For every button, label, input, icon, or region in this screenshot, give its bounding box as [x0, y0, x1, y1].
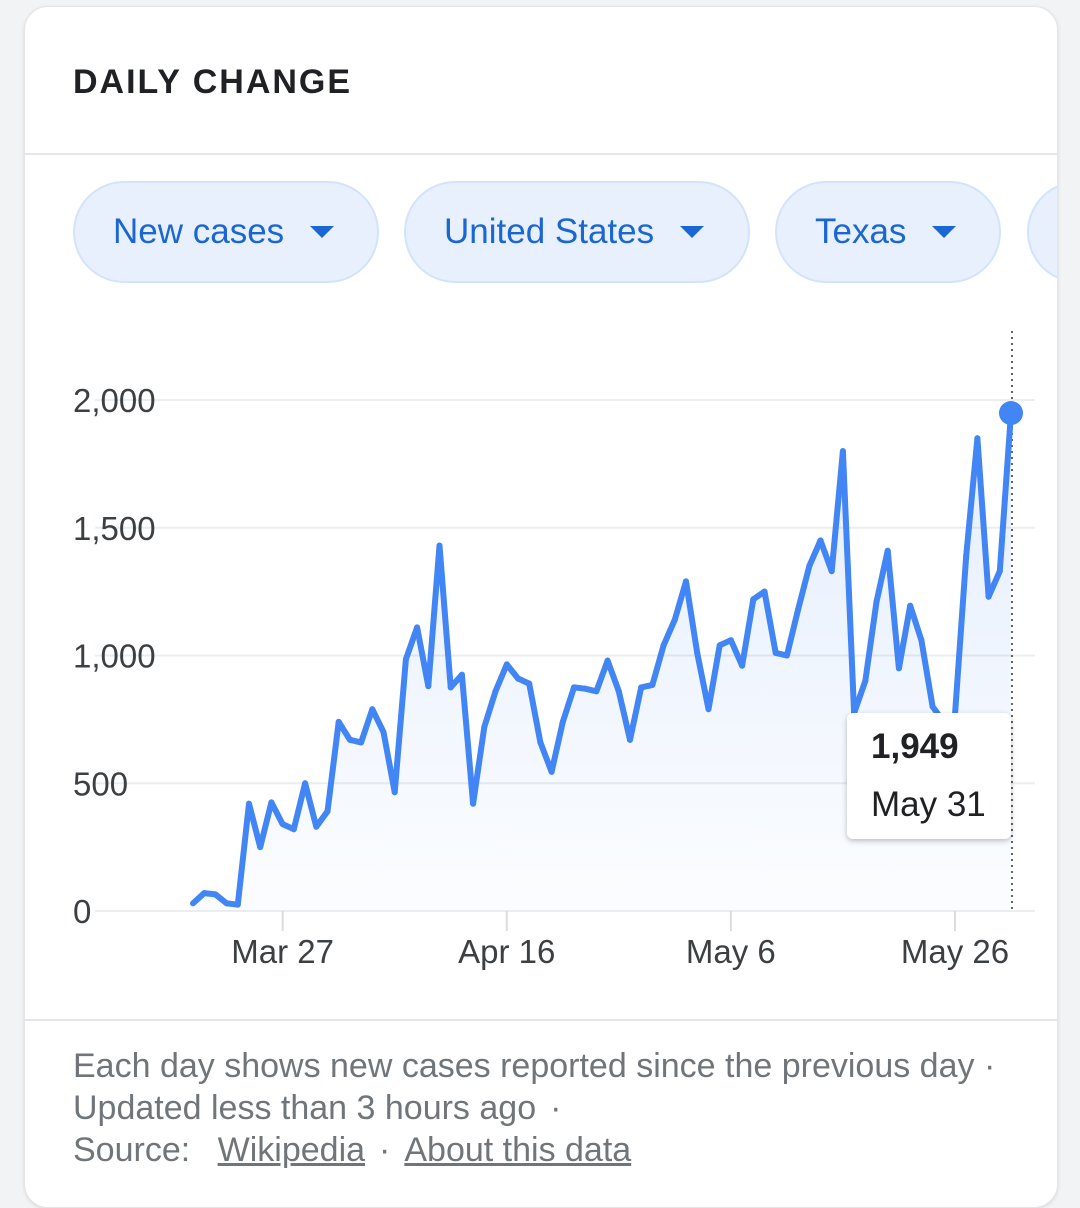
y-tick-label: 1,000 [73, 638, 156, 675]
region-filter-chip[interactable]: Texas [775, 181, 1001, 283]
series-line-segment [694, 649, 712, 713]
chart-area: 0 500 1,000 1,500 2,000 Mar 27 Apr 16 May 6 May … [25, 307, 1057, 1007]
series-line-segment [627, 684, 645, 743]
series-line-segment [425, 542, 443, 690]
series-line-segment [963, 435, 981, 559]
y-tick-label: 1,500 [73, 510, 156, 547]
series-line-segment [974, 435, 992, 600]
series-line-segment [884, 547, 902, 672]
series-line-segment [761, 588, 779, 656]
series-line-segment [907, 602, 925, 644]
series-line-segment [806, 537, 824, 570]
series-line-segment [503, 661, 521, 682]
daily-change-chart[interactable]: 0 500 1,000 1,500 2,000 Mar 27 Apr 16 May 6 May … [25, 307, 1057, 1007]
series-line-segment [290, 780, 309, 833]
series-line-segment [862, 598, 880, 684]
series-line-segment [246, 800, 264, 851]
daily-change-card: DAILY CHANGE New cases United States Tex… [24, 6, 1058, 1208]
series-line-segment [481, 688, 499, 730]
series-line-segment [234, 800, 252, 908]
series-line-segment [313, 808, 331, 830]
wikipedia-link[interactable]: Wikipedia [217, 1131, 366, 1169]
y-tick-label: 500 [73, 765, 128, 802]
separator-dot: · [550, 1089, 562, 1127]
country-filter-chip[interactable]: United States [404, 181, 750, 283]
header-divider [25, 153, 1057, 155]
series-line-segment [391, 656, 409, 796]
series-line-segment [324, 718, 342, 815]
series-line-segment [895, 602, 914, 672]
y-tick-label: 2,000 [73, 382, 156, 419]
series-line-segment [257, 799, 275, 851]
metric-filter-chip[interactable]: New cases [73, 181, 379, 283]
filter-chips: New cases United States Texas [73, 181, 1057, 287]
series-line-segment [526, 680, 544, 746]
series-line-segment [593, 657, 611, 695]
series-line-segment [660, 616, 678, 649]
caret-down-icon [932, 226, 957, 238]
y-tick-label: 0 [73, 893, 91, 930]
about-data-link[interactable]: About this data [404, 1131, 632, 1169]
series-line-segment [358, 706, 376, 746]
series-line-segment [436, 542, 454, 691]
chart-tooltip: 1,949 May 31 [847, 713, 1011, 839]
series-line-segment [559, 684, 577, 725]
series-line-segment [952, 552, 970, 718]
series-line-segment [918, 637, 936, 710]
caret-down-icon [680, 226, 705, 238]
series-line-segment [985, 568, 1003, 600]
series-line-segment [996, 410, 1014, 575]
x-tick-label: May 26 [901, 933, 1009, 970]
card-title: DAILY CHANGE [73, 63, 353, 101]
series-line-segment [492, 661, 510, 695]
caret-down-icon [310, 226, 335, 238]
metric-filter-label: New cases [113, 212, 285, 251]
series-line-segment [369, 706, 387, 736]
series-line-segment [783, 606, 802, 659]
separator-dot: · [379, 1131, 391, 1169]
series-line-segment [548, 718, 566, 775]
x-tick-label: Mar 27 [231, 933, 334, 970]
tooltip-value: 1,949 [871, 727, 959, 766]
series-line-segment [839, 448, 858, 716]
series-line-segment [739, 596, 757, 669]
x-tick-label: May 6 [686, 933, 776, 970]
series-line-segment [604, 657, 622, 695]
series-line-segment [851, 678, 869, 716]
series-line-segment [470, 724, 488, 807]
more-filter-chip[interactable] [1027, 181, 1057, 283]
chart-footer: Each day shows new cases reported since … [73, 1045, 1033, 1171]
series-line-segment [268, 799, 286, 828]
footer-divider [25, 1019, 1057, 1021]
tooltip-date: May 31 [871, 785, 986, 824]
series-line-segment [649, 642, 667, 688]
series-line-segment [795, 563, 813, 613]
region-filter-label: Texas [815, 212, 907, 251]
highlight-point [999, 401, 1023, 426]
series-line-segment [458, 671, 477, 807]
source-label: Source: [73, 1131, 191, 1169]
series-line-segment [335, 718, 353, 743]
series-line-segment [302, 780, 320, 830]
country-filter-label: United States [444, 212, 655, 251]
series-line-segment [683, 578, 701, 656]
series-line-segment [615, 688, 633, 743]
footer-description: Each day shows new cases reported since … [73, 1047, 996, 1127]
series-line-segment [705, 642, 723, 713]
x-tick-label: Apr 16 [458, 933, 555, 970]
